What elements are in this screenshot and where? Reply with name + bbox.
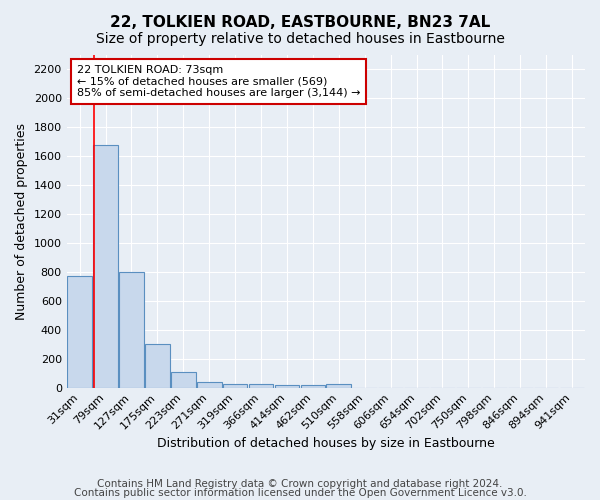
Y-axis label: Number of detached properties: Number of detached properties [15,123,28,320]
Bar [249,384,274,388]
Bar [197,382,221,388]
Bar [67,276,92,388]
Bar [275,384,299,388]
Bar [301,384,325,388]
Text: 22 TOLKIEN ROAD: 73sqm
← 15% of detached houses are smaller (569)
85% of semi-de: 22 TOLKIEN ROAD: 73sqm ← 15% of detached… [77,65,361,98]
Bar [223,384,247,388]
Bar [119,272,144,388]
Bar [93,144,118,388]
Bar [145,344,170,388]
Bar [326,384,351,388]
Bar [171,372,196,388]
Text: Size of property relative to detached houses in Eastbourne: Size of property relative to detached ho… [95,32,505,46]
Text: Contains public sector information licensed under the Open Government Licence v3: Contains public sector information licen… [74,488,526,498]
Text: Contains HM Land Registry data © Crown copyright and database right 2024.: Contains HM Land Registry data © Crown c… [97,479,503,489]
Text: 22, TOLKIEN ROAD, EASTBOURNE, BN23 7AL: 22, TOLKIEN ROAD, EASTBOURNE, BN23 7AL [110,15,490,30]
X-axis label: Distribution of detached houses by size in Eastbourne: Distribution of detached houses by size … [157,437,495,450]
